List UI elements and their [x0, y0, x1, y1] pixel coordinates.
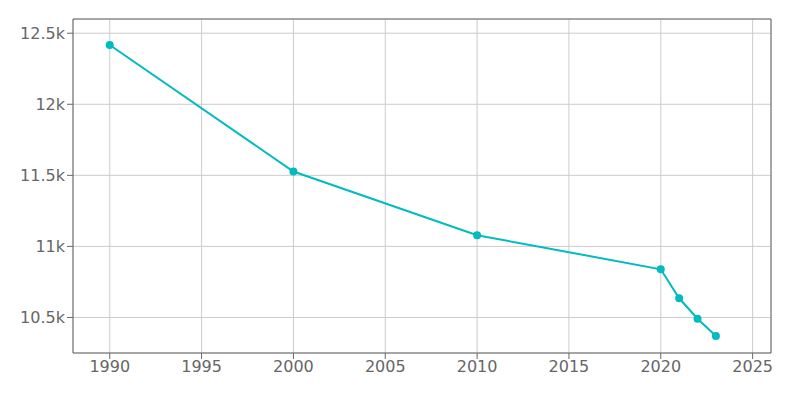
svg-text:12k: 12k — [35, 95, 65, 114]
svg-text:2020: 2020 — [640, 357, 681, 376]
svg-text:12.5k: 12.5k — [20, 24, 66, 43]
svg-text:2005: 2005 — [365, 357, 406, 376]
svg-text:11.5k: 11.5k — [20, 166, 66, 185]
svg-text:10.5k: 10.5k — [20, 308, 66, 327]
svg-text:11k: 11k — [35, 237, 65, 256]
svg-text:2000: 2000 — [273, 357, 314, 376]
svg-text:2025: 2025 — [732, 357, 773, 376]
svg-text:2010: 2010 — [457, 357, 498, 376]
svg-text:1995: 1995 — [181, 357, 222, 376]
svg-text:2015: 2015 — [549, 357, 590, 376]
svg-text:1990: 1990 — [89, 357, 130, 376]
